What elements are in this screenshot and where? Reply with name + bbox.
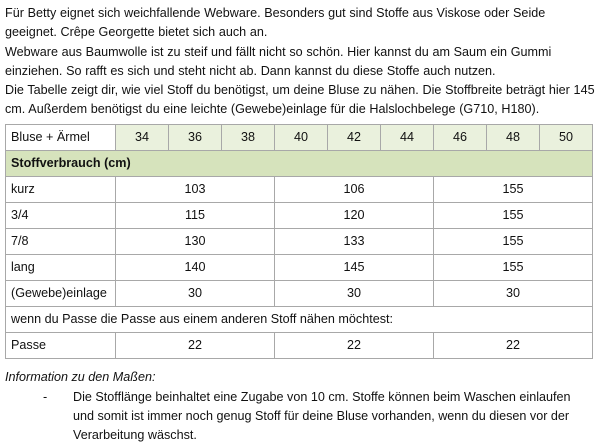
table-header-row: Bluse + Ärmel 34 36 38 40 42 44 46 48 50 bbox=[5, 123, 593, 151]
value-cell: 115 bbox=[115, 201, 275, 229]
row-label-cell: (Gewebe)einlage bbox=[5, 279, 116, 307]
value-cell: 155 bbox=[433, 253, 593, 281]
value-cell: 30 bbox=[115, 279, 275, 307]
value-cell: 22 bbox=[433, 331, 593, 359]
row-label-cell: lang bbox=[5, 253, 116, 281]
size-cell-42: 42 bbox=[327, 123, 381, 151]
dash-bullet-marker: - bbox=[43, 389, 48, 404]
size-cell-36: 36 bbox=[168, 123, 222, 151]
value-cell: 106 bbox=[274, 175, 434, 203]
table-row-7-8: 7/8 130 133 155 bbox=[5, 227, 593, 255]
size-cell-34: 34 bbox=[115, 123, 169, 151]
size-cell-38: 38 bbox=[221, 123, 275, 151]
value-cell: 130 bbox=[115, 227, 275, 255]
size-cell-48: 48 bbox=[486, 123, 540, 151]
fabric-consumption-table: Bluse + Ärmel 34 36 38 40 42 44 46 48 50… bbox=[5, 123, 593, 359]
measurement-info-list: - Die Stofflänge beinhaltet eine Zugabe … bbox=[5, 388, 594, 446]
value-cell: 30 bbox=[274, 279, 434, 307]
value-cell: 22 bbox=[274, 331, 434, 359]
intro-paragraphs: Für Betty eignet sich weichfallende Webw… bbox=[5, 4, 595, 120]
intro-paragraph-fabric: Für Betty eignet sich weichfallende Webw… bbox=[5, 6, 546, 40]
value-cell: 155 bbox=[433, 201, 593, 229]
value-cell: 30 bbox=[433, 279, 593, 307]
header-label-cell: Bluse + Ärmel bbox=[5, 123, 116, 151]
table-row-3-4: 3/4 115 120 155 bbox=[5, 201, 593, 229]
value-cell: 22 bbox=[115, 331, 275, 359]
intro-paragraph-table-note: Die Tabelle zeigt dir, wie viel Stoff du… bbox=[5, 83, 595, 117]
size-cell-44: 44 bbox=[380, 123, 434, 151]
value-cell: 133 bbox=[274, 227, 434, 255]
note-row-cell: wenn du Passe die Passe aus einem andere… bbox=[5, 305, 593, 333]
table-row-passe: Passe 22 22 22 bbox=[5, 331, 593, 359]
row-label-cell: kurz bbox=[5, 175, 116, 203]
size-cell-46: 46 bbox=[433, 123, 487, 151]
value-cell: 155 bbox=[433, 227, 593, 255]
row-label-cell: 7/8 bbox=[5, 227, 116, 255]
list-item-text: Die Stofflänge beinhaltet eine Zugabe vo… bbox=[73, 389, 571, 443]
measurement-info-heading: Information zu den Maßen: bbox=[5, 369, 156, 384]
row-label-cell: 3/4 bbox=[5, 201, 116, 229]
table-row-kurz: kurz 103 106 155 bbox=[5, 175, 593, 203]
table-row-lang: lang 140 145 155 bbox=[5, 253, 593, 281]
section-title-cell: Stoffverbrauch (cm) bbox=[5, 149, 593, 177]
size-cell-50: 50 bbox=[539, 123, 593, 151]
value-cell: 155 bbox=[433, 175, 593, 203]
value-cell: 120 bbox=[274, 201, 434, 229]
value-cell: 103 bbox=[115, 175, 275, 203]
measurement-info-section: Information zu den Maßen: - Die Stofflän… bbox=[5, 368, 594, 446]
row-label-cell: Passe bbox=[5, 331, 116, 359]
value-cell: 140 bbox=[115, 253, 275, 281]
list-item: - Die Stofflänge beinhaltet eine Zugabe … bbox=[5, 388, 594, 446]
size-cell-40: 40 bbox=[274, 123, 328, 151]
value-cell: 145 bbox=[274, 253, 434, 281]
note-row: wenn du Passe die Passe aus einem andere… bbox=[5, 305, 593, 333]
section-row: Stoffverbrauch (cm) bbox=[5, 149, 593, 177]
intro-paragraph-cotton: Webware aus Baumwolle ist zu steif und f… bbox=[5, 44, 552, 78]
table-row-einlage: (Gewebe)einlage 30 30 30 bbox=[5, 279, 593, 307]
